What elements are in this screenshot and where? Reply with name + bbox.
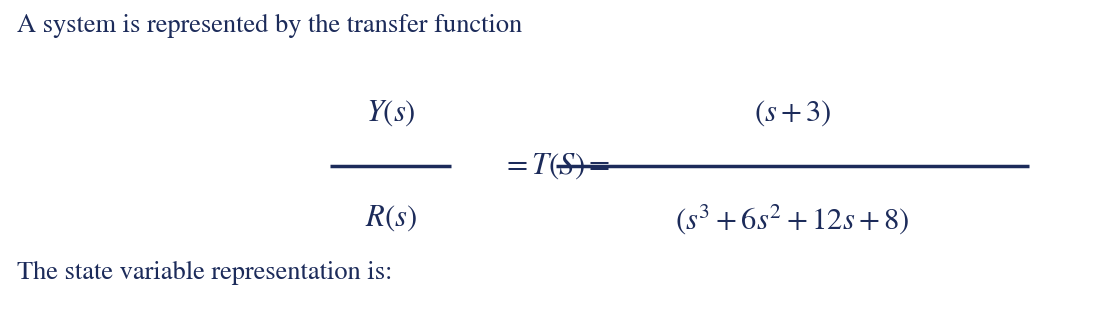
Text: $(s + 3)$: $(s + 3)$	[754, 98, 831, 128]
Text: $(s^3 + 6s^2 + 12s + 8)$: $(s^3 + 6s^2 + 12s + 8)$	[675, 202, 911, 236]
Text: $R(s)$: $R(s)$	[364, 204, 417, 233]
Text: $Y(s)$: $Y(s)$	[366, 98, 416, 128]
Text: $= T(S) =$: $= T(S) =$	[502, 151, 610, 181]
Text: A system is represented by the transfer function: A system is represented by the transfer …	[17, 14, 522, 38]
Text: The state variable representation is:: The state variable representation is:	[17, 261, 392, 285]
